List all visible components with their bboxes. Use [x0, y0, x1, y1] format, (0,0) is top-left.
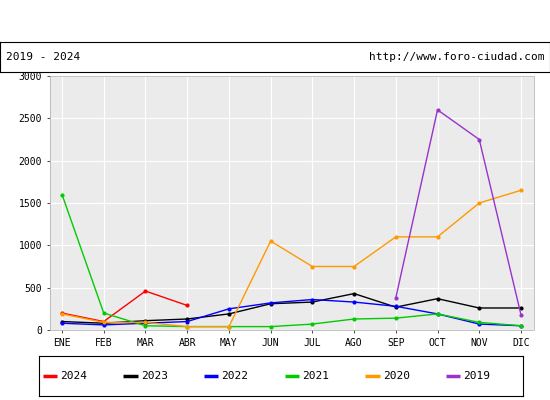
- Text: 2019: 2019: [464, 371, 491, 381]
- Text: 2023: 2023: [141, 371, 168, 381]
- Text: 2021: 2021: [302, 371, 329, 381]
- Text: Evolucion Nº Turistas Extranjeros en el municipio de Dalías: Evolucion Nº Turistas Extranjeros en el …: [39, 14, 511, 28]
- Text: 2019 - 2024: 2019 - 2024: [6, 52, 80, 62]
- Text: 2020: 2020: [383, 371, 410, 381]
- Text: 2022: 2022: [222, 371, 249, 381]
- Text: http://www.foro-ciudad.com: http://www.foro-ciudad.com: [369, 52, 544, 62]
- Text: 2024: 2024: [60, 371, 87, 381]
